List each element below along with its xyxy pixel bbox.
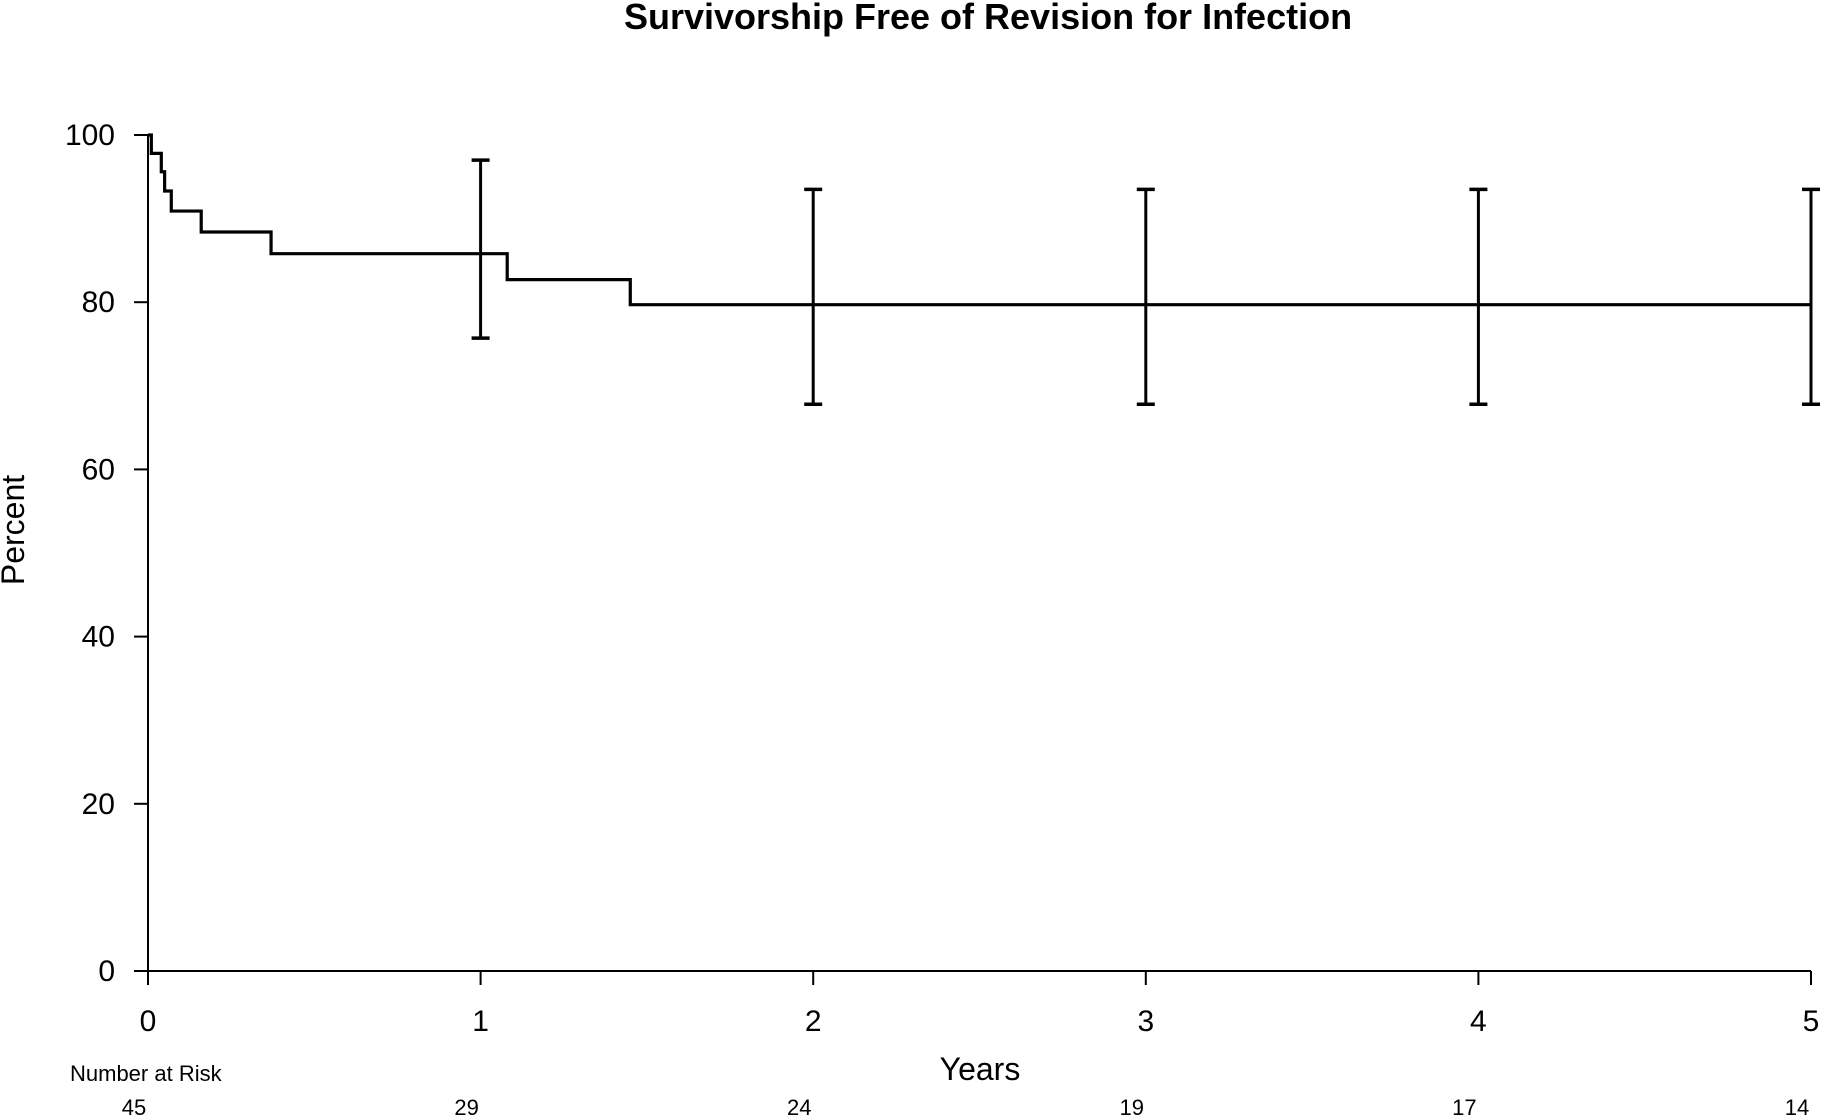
error-bar [1802,187,1820,406]
number-at-risk-value: 19 [1120,1095,1144,1118]
y-tick-label: 60 [82,453,115,486]
error-bar [1136,187,1155,406]
error-bar [1469,187,1488,406]
number-at-risk-value: 45 [122,1095,146,1118]
x-tick-label: 5 [1803,1005,1820,1038]
x-tick-label: 1 [472,1005,489,1038]
y-tick-label: 80 [82,286,115,319]
x-tick-label: 4 [1470,1005,1487,1038]
chart-title: Survivorship Free of Revision for Infect… [624,0,1352,37]
y-tick-label: 100 [65,119,115,152]
error-bar [804,187,823,406]
error-bar [471,158,490,340]
axes: 0 20 40 60 80 100 0 1 2 3 4 5 [65,119,1819,1038]
x-axis-title: Years [940,1051,1021,1087]
plot-area [148,133,1820,406]
number-at-risk-label: Number at Risk [70,1061,223,1086]
x-tick-label: 2 [805,1005,822,1038]
y-axis-title: Percent [0,475,31,585]
survival-curve-line [148,133,1811,307]
number-at-risk-value: 17 [1452,1095,1476,1118]
x-tick-label: 0 [140,1005,157,1038]
y-tick-label: 0 [98,955,115,988]
y-tick-label: 40 [82,621,115,654]
number-at-risk-value: 14 [1785,1095,1809,1118]
number-at-risk-value: 24 [787,1095,811,1118]
y-tick-label: 20 [82,788,115,821]
x-tick-label: 3 [1137,1005,1154,1038]
number-at-risk-row: 45 29 24 19 17 14 [122,1095,1809,1118]
number-at-risk-value: 29 [454,1095,478,1118]
